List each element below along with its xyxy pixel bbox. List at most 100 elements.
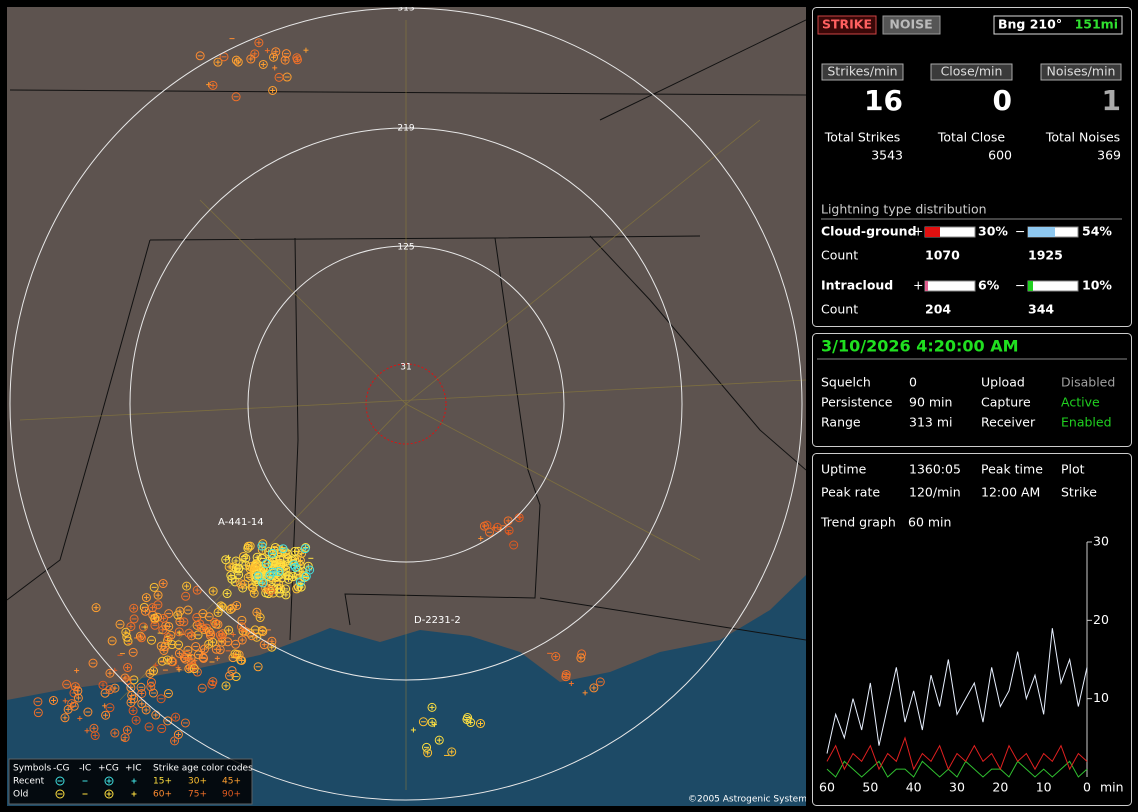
strike-symbol xyxy=(121,627,131,637)
strike-symbol xyxy=(110,683,120,693)
strike-symbol xyxy=(236,579,246,589)
strike-symbol xyxy=(105,703,115,713)
strike-symbol xyxy=(275,588,285,598)
type-label: Intracloud xyxy=(821,278,893,293)
legend-text: 75+ xyxy=(188,790,207,800)
strike-symbol xyxy=(91,603,101,613)
legend-text: 30+ xyxy=(188,777,207,787)
strike-symbol xyxy=(245,541,255,551)
total-value: 3543 xyxy=(871,148,903,163)
strike-symbol xyxy=(282,560,292,570)
strike-symbol xyxy=(266,572,276,582)
strike-symbol xyxy=(164,609,174,619)
strike-symbol xyxy=(295,577,305,587)
strike-symbol xyxy=(253,662,263,672)
y-tick-label: 30 xyxy=(1093,534,1109,549)
noise-button-label[interactable]: NOISE xyxy=(889,17,932,32)
pct-label: 6% xyxy=(978,278,1000,293)
strike-symbol xyxy=(237,635,247,645)
strike-symbol xyxy=(183,645,193,655)
strike-symbol xyxy=(231,639,241,649)
strike-symbol xyxy=(233,57,243,67)
x-tick-label: 40 xyxy=(906,780,922,795)
trend-line xyxy=(826,736,1088,771)
strike-symbol xyxy=(189,664,199,674)
strike-symbol xyxy=(148,610,158,620)
pct-bar xyxy=(1028,227,1055,237)
strike-symbol xyxy=(126,622,136,632)
gulf xyxy=(7,575,806,806)
close-ring xyxy=(365,363,447,445)
strike-symbol xyxy=(255,613,265,623)
counter-header xyxy=(821,63,904,81)
ring-label: 313 xyxy=(397,4,414,14)
strike-symbol xyxy=(129,675,139,685)
total-label: Total Close xyxy=(937,130,1006,145)
pct-track xyxy=(1027,280,1079,292)
strike-symbol xyxy=(222,589,232,599)
strike-symbol xyxy=(258,59,268,69)
strike-symbol xyxy=(184,628,194,638)
strike-symbol xyxy=(129,614,139,624)
strike-symbol xyxy=(141,705,151,715)
strike-symbol xyxy=(55,789,65,799)
strike-symbol xyxy=(162,655,172,665)
strike-symbol xyxy=(280,55,290,65)
strike-symbol xyxy=(243,543,253,553)
strike-button[interactable] xyxy=(817,15,877,35)
strike-symbol xyxy=(73,693,83,703)
strike-symbol xyxy=(146,682,156,692)
stat-cell: Strike xyxy=(1061,485,1097,500)
status-cell: Upload xyxy=(981,375,1025,390)
strike-symbol xyxy=(104,776,114,786)
strike-symbol xyxy=(158,579,168,589)
strike-symbol xyxy=(274,567,284,577)
count: 1070 xyxy=(925,248,960,263)
bearing-box xyxy=(993,15,1123,35)
stats-panel xyxy=(812,453,1132,806)
strike-symbol xyxy=(215,630,225,640)
strike-symbol xyxy=(55,776,65,786)
strike-symbol xyxy=(208,80,218,90)
strike-symbol xyxy=(199,644,209,654)
strike-symbol xyxy=(249,588,259,598)
strike-symbol xyxy=(261,583,271,593)
range-rings xyxy=(9,7,803,801)
x-tick-label: 50 xyxy=(862,780,878,795)
status-cell: 313 mi xyxy=(909,415,952,430)
strike-symbol xyxy=(257,553,267,563)
strike-symbol xyxy=(129,694,139,704)
x-tick-label: 60 xyxy=(819,780,835,795)
counter-header xyxy=(930,63,1013,81)
legend-text: 15+ xyxy=(153,777,172,787)
status-cell: Disabled xyxy=(1061,375,1115,390)
strike-symbol xyxy=(291,562,301,572)
strike-symbol xyxy=(67,699,77,709)
strike-symbol xyxy=(265,570,275,580)
trend-line xyxy=(826,628,1088,754)
strike-symbol xyxy=(197,683,207,693)
roads xyxy=(19,20,806,790)
strike-symbol xyxy=(171,712,181,722)
status-cell: Range xyxy=(821,415,861,430)
strike-symbol xyxy=(224,625,234,635)
strike-symbol xyxy=(231,55,241,65)
strike-symbol xyxy=(427,702,437,712)
strike-symbol xyxy=(283,571,293,581)
strike-symbol xyxy=(281,49,291,59)
strike-symbol xyxy=(230,577,240,587)
noise-button[interactable] xyxy=(882,15,941,35)
strike-symbol xyxy=(98,680,108,690)
strike-symbol xyxy=(300,544,310,554)
strike-button-label[interactable]: STRIKE xyxy=(822,17,872,32)
map-label: A-441-14 xyxy=(218,517,264,528)
status-cell: Persistence xyxy=(821,395,893,410)
sign: − xyxy=(1015,224,1025,239)
pct-bar xyxy=(925,281,928,291)
strike-symbol xyxy=(252,607,262,617)
strike-symbol xyxy=(241,553,251,563)
trend-label: Trend graph xyxy=(820,515,896,530)
strike-symbol xyxy=(283,554,293,564)
strike-symbol xyxy=(148,688,158,698)
